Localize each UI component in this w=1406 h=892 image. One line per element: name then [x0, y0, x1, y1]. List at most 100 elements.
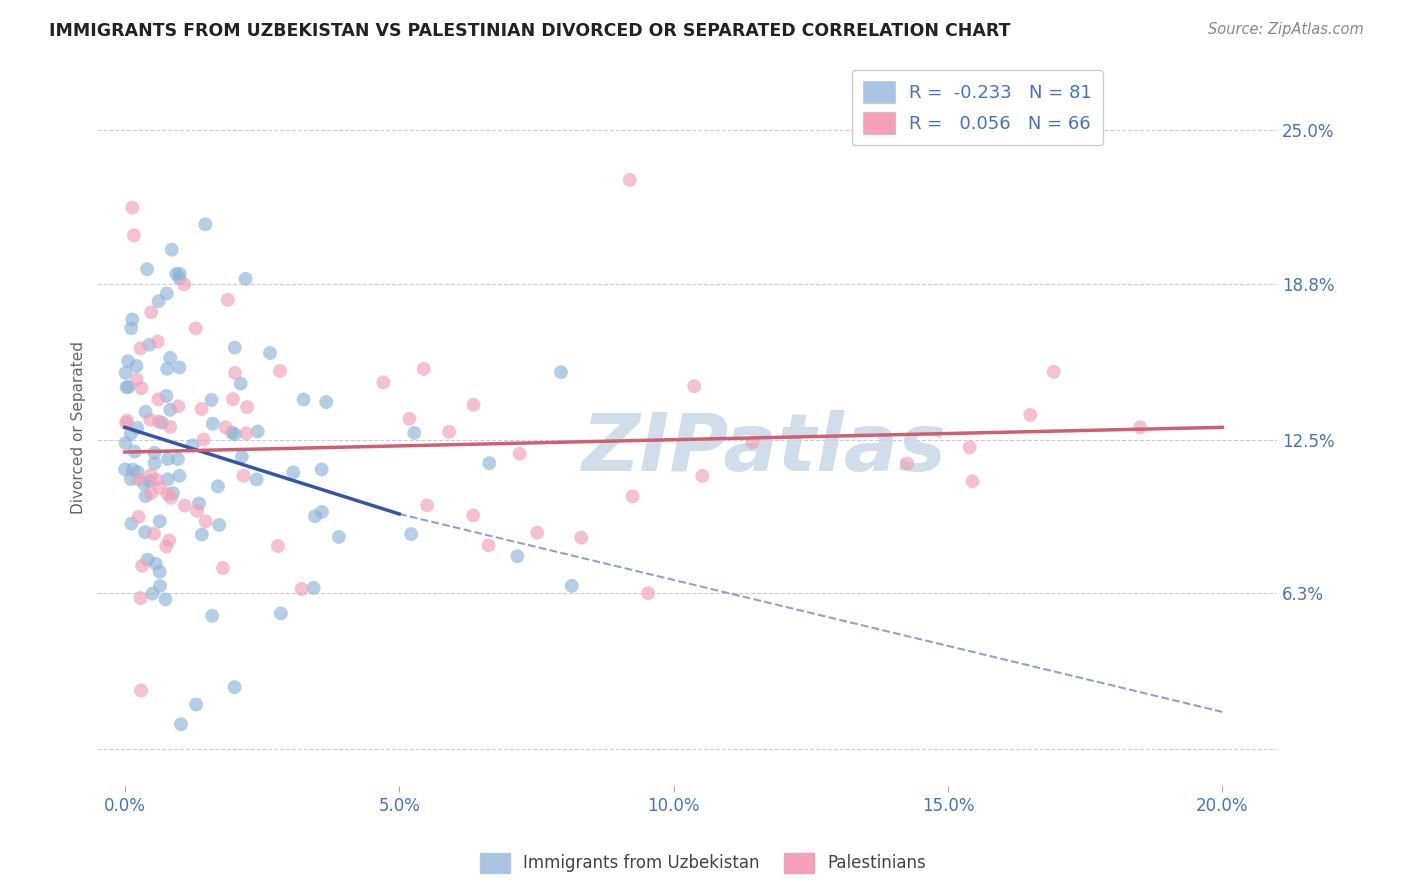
- Point: [959, 440, 981, 454]
- Point: [506, 549, 529, 564]
- Point: [125, 372, 148, 386]
- Point: [121, 516, 143, 531]
- Point: [114, 436, 136, 450]
- Point: [207, 479, 229, 493]
- Point: [139, 486, 162, 500]
- Point: [637, 586, 659, 600]
- Point: [136, 552, 159, 566]
- Point: [166, 452, 188, 467]
- Point: [141, 587, 163, 601]
- Point: [169, 468, 191, 483]
- Point: [159, 351, 181, 365]
- Point: [896, 457, 918, 471]
- Point: [114, 462, 136, 476]
- Point: [156, 361, 179, 376]
- Point: [463, 398, 485, 412]
- Point: [162, 486, 184, 500]
- Point: [1042, 365, 1064, 379]
- Point: [114, 366, 136, 380]
- Point: [115, 380, 138, 394]
- Point: [120, 426, 142, 441]
- Point: [131, 558, 153, 573]
- Point: [193, 433, 215, 447]
- Point: [291, 582, 314, 596]
- Point: [437, 425, 460, 439]
- Point: [135, 405, 157, 419]
- Point: [148, 481, 170, 495]
- Point: [148, 294, 170, 309]
- Point: [619, 173, 641, 187]
- Point: [621, 489, 644, 503]
- Point: [201, 417, 224, 431]
- Text: ZIPatlas: ZIPatlas: [582, 409, 946, 488]
- Point: [150, 416, 173, 430]
- Point: [302, 581, 325, 595]
- Text: IMMIGRANTS FROM UZBEKISTAN VS PALESTINIAN DIVORCED OR SEPARATED CORRELATION CHAR: IMMIGRANTS FROM UZBEKISTAN VS PALESTINIA…: [49, 22, 1011, 40]
- Point: [259, 346, 281, 360]
- Point: [120, 472, 142, 486]
- Point: [157, 533, 180, 548]
- Point: [148, 392, 170, 407]
- Point: [139, 468, 162, 483]
- Point: [404, 425, 426, 440]
- Point: [478, 456, 501, 470]
- Point: [128, 472, 150, 486]
- Point: [399, 527, 422, 541]
- Point: [270, 607, 292, 621]
- Point: [200, 392, 222, 407]
- Point: [229, 376, 252, 391]
- Point: [127, 421, 149, 435]
- Point: [132, 476, 155, 491]
- Point: [156, 487, 179, 501]
- Point: [212, 561, 235, 575]
- Point: [550, 365, 572, 379]
- Point: [167, 400, 190, 414]
- Point: [311, 462, 333, 476]
- Point: [156, 472, 179, 486]
- Point: [222, 392, 245, 406]
- Point: [1019, 408, 1042, 422]
- Point: [232, 468, 254, 483]
- Point: [186, 504, 208, 518]
- Point: [246, 472, 269, 486]
- Point: [269, 364, 291, 378]
- Point: [169, 267, 191, 281]
- Point: [149, 579, 172, 593]
- Point: [184, 321, 207, 335]
- Legend: Immigrants from Uzbekistan, Palestinians: Immigrants from Uzbekistan, Palestinians: [472, 847, 934, 880]
- Point: [139, 475, 162, 489]
- Point: [311, 505, 333, 519]
- Point: [283, 466, 305, 480]
- Point: [143, 446, 166, 460]
- Point: [292, 392, 315, 407]
- Point: [188, 496, 211, 510]
- Point: [416, 499, 439, 513]
- Point: [246, 425, 269, 439]
- Point: [145, 472, 167, 486]
- Point: [373, 376, 395, 390]
- Point: [194, 217, 217, 231]
- Point: [145, 557, 167, 571]
- Point: [962, 475, 984, 489]
- Point: [169, 271, 191, 285]
- Point: [122, 462, 145, 476]
- Point: [124, 444, 146, 458]
- Point: [160, 491, 183, 505]
- Point: [120, 321, 142, 335]
- Y-axis label: Divorced or Separated: Divorced or Separated: [72, 341, 86, 514]
- Point: [136, 262, 159, 277]
- Point: [201, 608, 224, 623]
- Point: [191, 527, 214, 541]
- Point: [526, 525, 548, 540]
- Point: [149, 514, 172, 528]
- Point: [267, 539, 290, 553]
- Point: [117, 380, 139, 394]
- Point: [155, 389, 177, 403]
- Point: [190, 402, 212, 417]
- Point: [683, 379, 706, 393]
- Point: [129, 591, 152, 605]
- Point: [134, 525, 156, 540]
- Point: [235, 272, 257, 286]
- Point: [304, 509, 326, 524]
- Point: [121, 312, 143, 326]
